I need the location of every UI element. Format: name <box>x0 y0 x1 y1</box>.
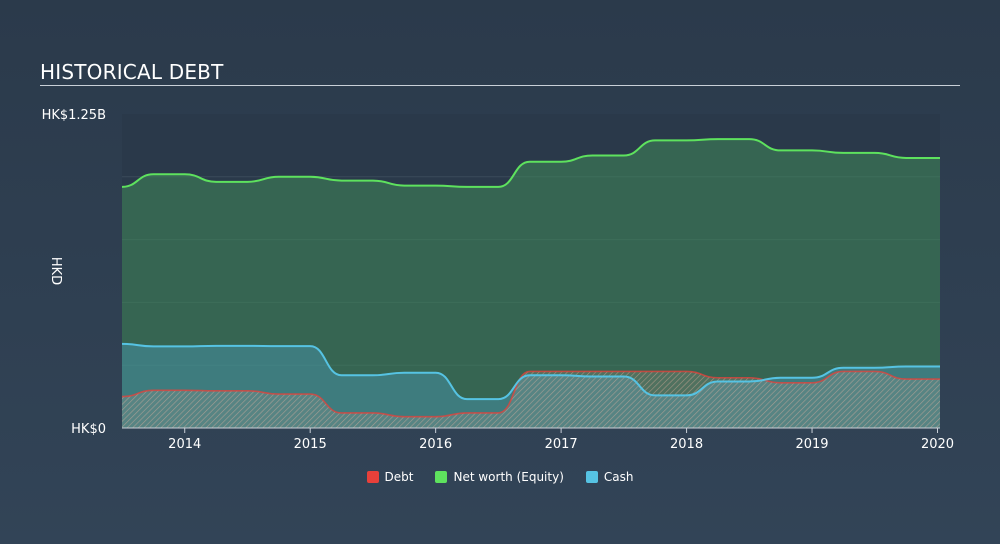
title-divider <box>40 85 960 86</box>
legend-swatch-cash <box>585 471 598 483</box>
legend-item-cash[interactable]: Cash <box>585 470 634 484</box>
y-tick-label: HK$0 <box>71 422 106 437</box>
x-tick-label: 2018 <box>670 437 703 452</box>
line-debt <box>121 370 940 418</box>
x-tick-label: 2017 <box>545 437 578 452</box>
line-net-worth-equity <box>121 138 940 188</box>
x-tick-label: 2015 <box>294 437 327 452</box>
y-tick-label: HK$1.25B <box>42 108 106 123</box>
line-cash <box>121 342 940 401</box>
area-net-worth-equity <box>122 139 940 428</box>
x-tick-label: 2014 <box>168 437 201 452</box>
area-debt <box>122 371 940 428</box>
legend-swatch-debt <box>366 471 379 483</box>
legend-item-equity[interactable]: Net worth (Equity) <box>435 470 564 484</box>
x-tick-label: 2019 <box>795 437 828 452</box>
legend-label-equity: Net worth (Equity) <box>453 470 564 484</box>
legend-item-debt[interactable]: Debt <box>366 470 414 484</box>
legend: Debt Net worth (Equity) Cash <box>0 470 1000 484</box>
series-areas <box>122 139 940 428</box>
legend-label-debt: Debt <box>384 470 414 484</box>
legend-swatch-equity <box>435 471 448 483</box>
series-lines <box>121 138 940 418</box>
y-axis-currency-label: HKD <box>48 257 63 285</box>
x-tick-label: 2016 <box>419 437 452 452</box>
axes: 2014 2015 2016 2017 2018 2019 2020 HK$1.25B HK$0… <box>42 108 954 452</box>
x-tick-label: 2020 <box>921 437 954 452</box>
legend-label-cash: Cash <box>603 470 634 484</box>
chart-title: HISTORICAL DEBT <box>40 60 224 84</box>
